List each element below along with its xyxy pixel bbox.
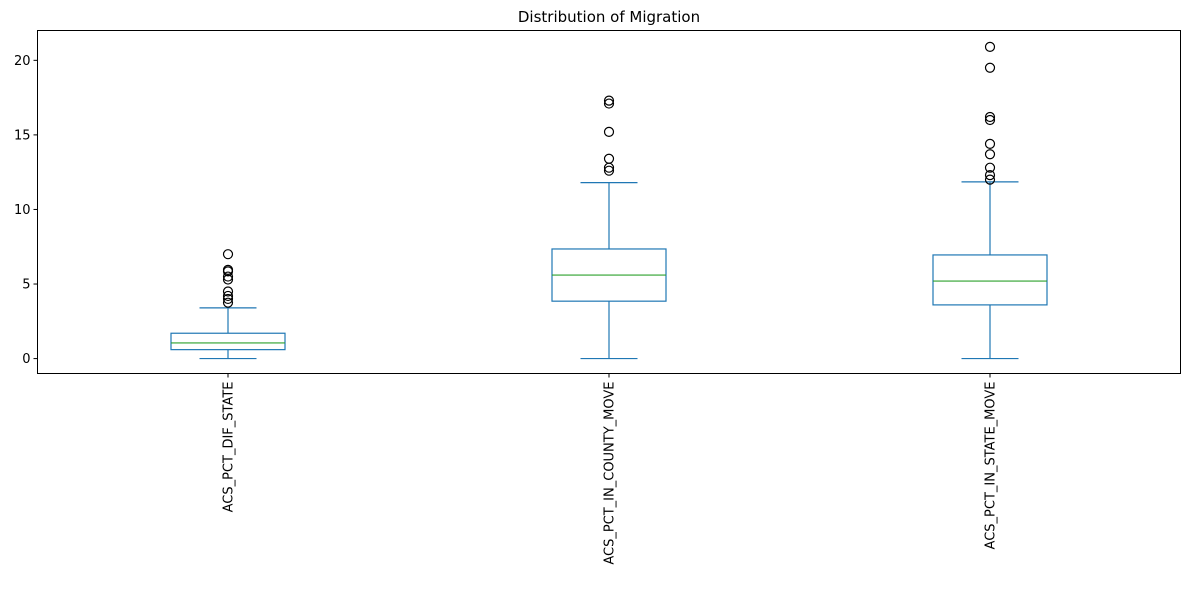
outlier-point — [603, 126, 615, 138]
y-tick-label: 20 — [14, 54, 31, 69]
outlier-point — [984, 174, 996, 185]
outlier-point — [984, 138, 996, 149]
outlier-point — [984, 114, 996, 126]
plot-area — [170, 41, 1048, 360]
box-1 — [170, 249, 286, 360]
box-3 — [932, 41, 1048, 360]
y-tick-label: 10 — [14, 203, 31, 218]
outlier-point — [603, 95, 615, 106]
outlier-point — [222, 286, 234, 297]
iqr-box — [170, 332, 286, 351]
chart-title: Distribution of Migration — [518, 8, 700, 26]
outlier-point — [222, 271, 234, 282]
x-tick-label: ACS_PCT_IN_COUNTY_MOVE — [603, 382, 618, 565]
box-2 — [551, 95, 667, 360]
outlier-point — [984, 111, 996, 123]
outlier-point — [984, 162, 996, 173]
x-axis: ACS_PCT_DIF_STATE ACS_PCT_IN_COUNTY_MOVE A… — [222, 373, 999, 565]
outlier-point — [603, 153, 615, 164]
y-tick-label: 0 — [22, 352, 30, 367]
outlier-point — [222, 264, 234, 275]
outlier-point — [222, 274, 234, 285]
outlier-point — [222, 290, 234, 302]
outlier-point — [222, 249, 234, 260]
y-tick-label: 5 — [22, 278, 30, 293]
outlier-point — [984, 41, 996, 53]
outlier-point — [984, 62, 996, 73]
y-axis: 0 5 10 15 20 — [14, 54, 38, 367]
outlier-point — [603, 165, 615, 176]
outlier-point — [222, 293, 234, 305]
outlier-point — [603, 98, 615, 109]
outlier-point — [984, 149, 996, 160]
outlier-point — [222, 297, 234, 308]
x-tick-label: ACS_PCT_DIF_STATE — [222, 382, 237, 513]
x-tick-label: ACS_PCT_IN_STATE_MOVE — [984, 382, 999, 550]
iqr-box — [932, 254, 1048, 306]
outlier-point — [984, 170, 996, 181]
y-tick-label: 15 — [14, 128, 31, 143]
